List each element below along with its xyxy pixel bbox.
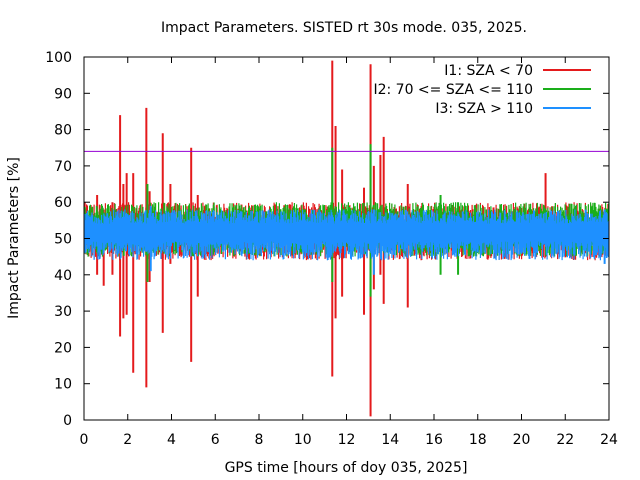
series-i3-sza-110	[83, 205, 610, 275]
chart-title: Impact Parameters. SISTED rt 30s mode. 0…	[161, 20, 527, 36]
y-tick-label-50: 50	[54, 232, 72, 248]
x-tick-label-14: 14	[381, 432, 399, 448]
y-tick-label-60: 60	[54, 195, 72, 211]
y-axis-label: Impact Parameters [%]	[6, 157, 22, 319]
x-tick-label-20: 20	[513, 432, 531, 448]
y-tick-label-100: 100	[45, 50, 72, 66]
y-tick-label-70: 70	[54, 159, 72, 175]
x-axis-label: GPS time [hours of doy 035, 2025]	[225, 460, 468, 476]
legend-label-1: I1: SZA < 70	[444, 63, 533, 79]
y-tick-label-90: 90	[54, 86, 72, 102]
x-tick-label-4: 4	[167, 432, 176, 448]
x-tick-label-18: 18	[469, 432, 487, 448]
x-tick-label-24: 24	[600, 432, 618, 448]
x-tick-label-0: 0	[80, 432, 89, 448]
legend: I1: SZA < 70 I2: 70 <= SZA <= 110 I3: SZA …	[373, 63, 591, 117]
y-tick-label-0: 0	[63, 413, 72, 429]
legend-label-2: I2: 70 <= SZA <= 110	[373, 82, 533, 98]
y-tick-label-80: 80	[54, 123, 72, 139]
y-tick-label-40: 40	[54, 268, 72, 284]
y-tick-label-20: 20	[54, 340, 72, 356]
series-traces	[83, 60, 610, 417]
axis-ticks: 0 2 4 6 8 10 12 14 16 18 20 22 240102030405060708090…	[45, 50, 618, 448]
legend-label-3: I3: SZA > 110	[435, 101, 533, 117]
x-tick-label-2: 2	[123, 432, 132, 448]
y-tick-label-10: 10	[54, 377, 72, 393]
x-tick-label-8: 8	[255, 432, 264, 448]
y-tick-label-30: 30	[54, 304, 72, 320]
x-tick-label-12: 12	[338, 432, 356, 448]
x-tick-label-16: 16	[425, 432, 443, 448]
x-tick-label-6: 6	[211, 432, 220, 448]
x-tick-label-22: 22	[556, 432, 574, 448]
x-tick-label-10: 10	[294, 432, 312, 448]
